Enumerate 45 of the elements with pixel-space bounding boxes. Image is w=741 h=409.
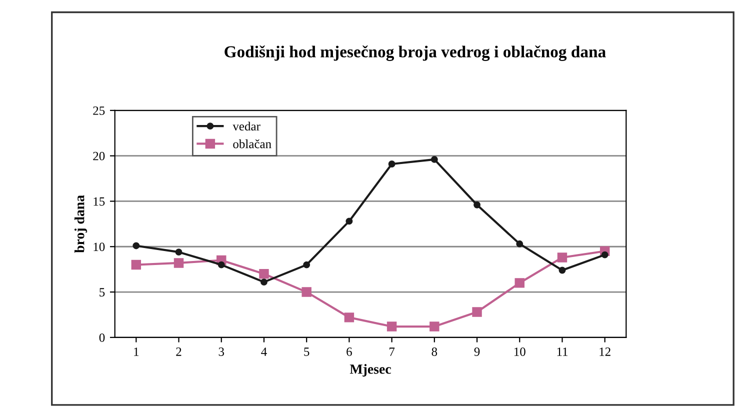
x-tick-label: 11 bbox=[557, 348, 568, 356]
point bbox=[132, 242, 140, 250]
x-tick-label: 9 bbox=[474, 348, 480, 356]
chart-title: Godišnji hod mjesečnog broja vedrog i oblačnog dana bbox=[224, 46, 606, 61]
point bbox=[430, 322, 440, 332]
point bbox=[260, 278, 268, 286]
point bbox=[557, 252, 568, 262]
x-tick-label: 10 bbox=[514, 348, 526, 356]
x-axis-title: Mjesec bbox=[350, 364, 391, 377]
point bbox=[174, 258, 184, 268]
y-tick-label: 25 bbox=[93, 106, 105, 115]
point bbox=[259, 269, 269, 279]
point bbox=[131, 260, 142, 270]
point bbox=[516, 240, 524, 248]
x-tick-label: 6 bbox=[346, 348, 352, 356]
y-tick-label: 5 bbox=[100, 288, 105, 296]
legend-label: vedar bbox=[232, 122, 260, 131]
y-tick-label: 15 bbox=[94, 197, 105, 206]
point bbox=[346, 218, 353, 225]
point bbox=[430, 156, 438, 163]
x-tick-label: 2 bbox=[176, 348, 182, 356]
point bbox=[344, 312, 354, 322]
legend-label: oblačan bbox=[233, 139, 272, 148]
point bbox=[303, 261, 310, 268]
point bbox=[601, 251, 608, 258]
point bbox=[218, 261, 225, 268]
y-tick-label: 10 bbox=[94, 242, 105, 252]
x-tick-label: 8 bbox=[432, 348, 438, 356]
y-tick-label: 20 bbox=[93, 152, 105, 160]
y-axis-title: broj dana bbox=[74, 195, 88, 253]
x-tick-label: 1 bbox=[134, 348, 139, 356]
point bbox=[474, 201, 480, 208]
x-tick-label: 5 bbox=[304, 348, 310, 356]
point bbox=[302, 287, 312, 297]
x-tick-label: 7 bbox=[390, 348, 395, 356]
point bbox=[472, 307, 482, 317]
point bbox=[388, 160, 396, 168]
point bbox=[558, 266, 566, 274]
x-tick-label: 12 bbox=[600, 348, 610, 356]
point bbox=[175, 248, 182, 256]
y-tick-label: 0 bbox=[99, 333, 105, 342]
x-tick-label: 3 bbox=[218, 348, 224, 356]
point bbox=[514, 278, 524, 288]
x-tick-label: 4 bbox=[261, 348, 267, 356]
point bbox=[386, 322, 397, 332]
